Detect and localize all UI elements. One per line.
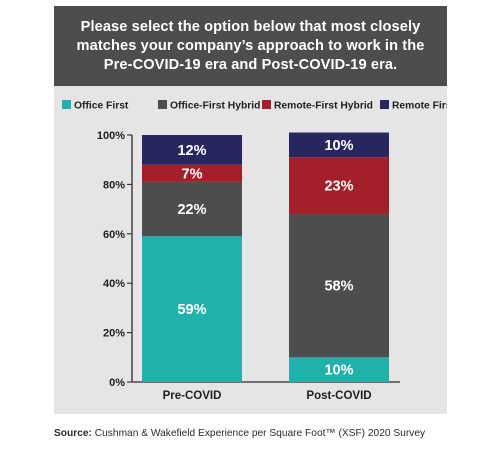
source-note: Source: Cushman & Wakefield Experience p…	[54, 428, 474, 439]
y-tick-label: 40%	[103, 278, 125, 290]
legend-label-office-first-hybrid: Office-First Hybrid	[170, 101, 260, 112]
data-label-pre-covid-remote-first: 12%	[177, 143, 206, 159]
data-label-post-covid-office-first-hybrid: 58%	[324, 279, 353, 295]
data-label-pre-covid-office-first-hybrid: 22%	[177, 202, 206, 218]
y-tick-label: 20%	[103, 328, 125, 340]
legend-swatch-office-first-hybrid	[158, 100, 167, 109]
x-tick-label-pre-covid: Pre-COVID	[163, 390, 222, 402]
source-label: Source:	[54, 428, 92, 439]
stacked-bar-chart: Office First Office-First Hybrid Remote-Fi…	[62, 100, 447, 402]
bar-post-covid-remote-first	[289, 132, 389, 158]
bar-post-covid-office-first-hybrid	[289, 214, 389, 358]
legend-swatch-remote-first	[380, 100, 389, 109]
source-text: Cushman & Wakefield Experience per Squar…	[94, 428, 426, 439]
bar-pre-covid-remote-first	[142, 135, 242, 165]
y-tick-label: 100%	[97, 130, 125, 142]
chart-panel: Office First Office-First Hybrid Remote-Fi…	[54, 86, 447, 414]
legend-label-remote-first: Remote First	[392, 101, 447, 112]
data-label-post-covid-remote-first: 10%	[324, 138, 353, 154]
data-label-post-covid-remote-first-hybrid: 23%	[324, 179, 353, 195]
legend-label-office-first: Office First	[74, 101, 129, 112]
data-label-post-covid-office-first: 10%	[324, 363, 353, 379]
bar-post-covid-remote-first-hybrid	[289, 157, 389, 215]
x-tick-label-post-covid: Post-COVID	[306, 390, 371, 402]
data-label-pre-covid-office-first: 59%	[177, 302, 206, 318]
y-tick-label: 80%	[103, 179, 125, 191]
y-tick-label: 60%	[103, 229, 125, 241]
legend-label-remote-first-hybrid: Remote-First Hybrid	[274, 101, 373, 112]
chart-title: Please select the option below that most…	[76, 18, 425, 73]
y-tick-label: 0%	[109, 377, 125, 389]
bar-pre-covid-office-first	[142, 236, 242, 382]
title-banner: Please select the option below that most…	[54, 6, 447, 86]
legend-swatch-office-first	[62, 100, 71, 109]
bar-pre-covid-office-first-hybrid	[142, 181, 242, 237]
bar-pre-covid-remote-first-hybrid	[142, 164, 242, 182]
bar-post-covid-office-first	[289, 357, 389, 382]
data-label-pre-covid-remote-first-hybrid: 7%	[182, 166, 203, 182]
legend-swatch-remote-first-hybrid	[262, 100, 271, 109]
